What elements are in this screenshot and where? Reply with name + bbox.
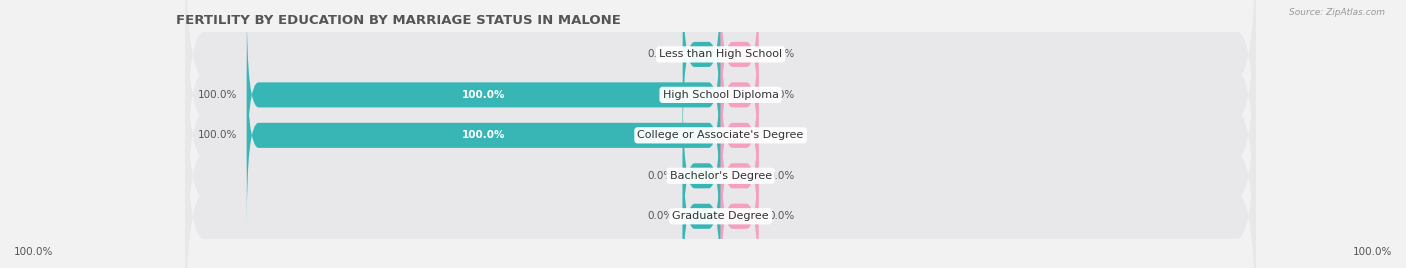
Text: 0.0%: 0.0% — [768, 171, 794, 181]
Text: 100.0%: 100.0% — [463, 130, 505, 140]
FancyBboxPatch shape — [721, 128, 758, 268]
Text: 0.0%: 0.0% — [647, 49, 673, 59]
Text: 100.0%: 100.0% — [1353, 247, 1392, 257]
Text: 100.0%: 100.0% — [463, 90, 505, 100]
Text: 0.0%: 0.0% — [647, 171, 673, 181]
Text: 0.0%: 0.0% — [768, 211, 794, 221]
Text: Source: ZipAtlas.com: Source: ZipAtlas.com — [1289, 8, 1385, 17]
Text: Bachelor's Degree: Bachelor's Degree — [669, 171, 772, 181]
Text: 0.0%: 0.0% — [647, 211, 673, 221]
Text: High School Diploma: High School Diploma — [662, 90, 779, 100]
FancyBboxPatch shape — [186, 36, 1256, 268]
Text: 100.0%: 100.0% — [198, 90, 238, 100]
FancyBboxPatch shape — [683, 87, 721, 265]
Text: Less than High School: Less than High School — [659, 49, 782, 59]
FancyBboxPatch shape — [186, 0, 1256, 234]
Text: 100.0%: 100.0% — [14, 247, 53, 257]
Text: College or Associate's Degree: College or Associate's Degree — [637, 130, 804, 140]
FancyBboxPatch shape — [683, 0, 721, 143]
Text: Graduate Degree: Graduate Degree — [672, 211, 769, 221]
FancyBboxPatch shape — [683, 128, 721, 268]
FancyBboxPatch shape — [186, 0, 1256, 194]
FancyBboxPatch shape — [247, 47, 721, 224]
FancyBboxPatch shape — [186, 0, 1256, 268]
FancyBboxPatch shape — [186, 77, 1256, 268]
Text: 0.0%: 0.0% — [768, 49, 794, 59]
Text: FERTILITY BY EDUCATION BY MARRIAGE STATUS IN MALONE: FERTILITY BY EDUCATION BY MARRIAGE STATU… — [176, 14, 620, 27]
Text: 0.0%: 0.0% — [768, 90, 794, 100]
FancyBboxPatch shape — [721, 6, 758, 184]
FancyBboxPatch shape — [721, 47, 758, 224]
Text: 0.0%: 0.0% — [768, 130, 794, 140]
FancyBboxPatch shape — [721, 0, 758, 143]
FancyBboxPatch shape — [247, 6, 721, 184]
Text: 100.0%: 100.0% — [198, 130, 238, 140]
FancyBboxPatch shape — [721, 87, 758, 265]
